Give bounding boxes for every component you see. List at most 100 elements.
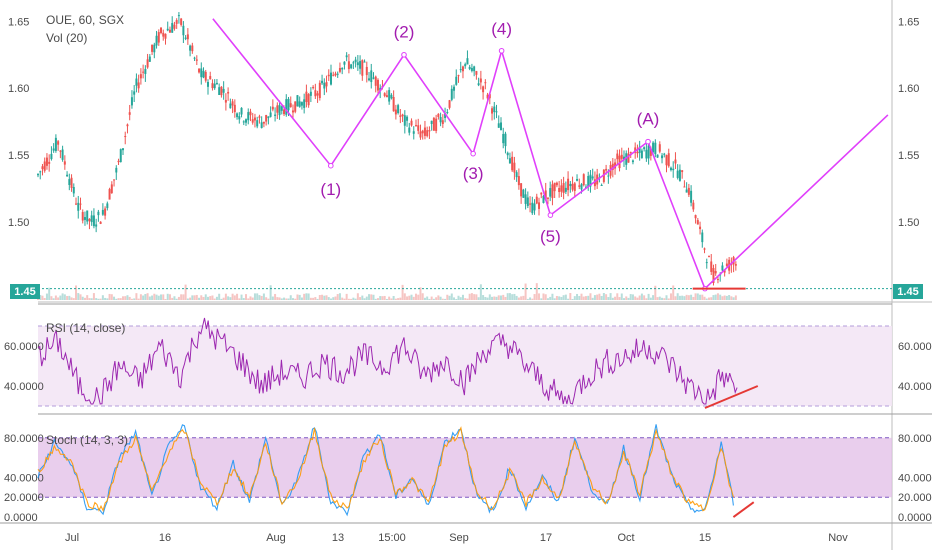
volume-bar <box>294 298 297 300</box>
wave-point[interactable] <box>547 212 554 218</box>
candle-body <box>403 115 406 126</box>
stoch-pane[interactable]: 80.0000 80.0000 40.0000 40.0000 20.0000 20.00… <box>4 424 932 524</box>
wave-point[interactable] <box>645 138 651 145</box>
candle-body <box>444 113 447 118</box>
volume-bar <box>66 296 69 300</box>
volume-bar <box>289 295 292 300</box>
candle-body <box>256 120 259 127</box>
volume-bar <box>470 293 473 300</box>
volume-bar <box>681 295 684 300</box>
volume-bar <box>115 298 118 300</box>
volume-bar <box>477 297 480 300</box>
stoch-title: Stoch (14, 3, 3) <box>46 433 128 447</box>
volume-bar <box>636 297 639 300</box>
time-tick-2: Aug <box>266 532 286 544</box>
volume-bar <box>166 293 169 300</box>
volume-bar <box>430 296 433 300</box>
volume-bar <box>379 296 382 300</box>
candle-body <box>155 35 158 46</box>
candle-body <box>79 203 82 205</box>
volume-bar <box>90 298 93 300</box>
candle-body <box>421 130 424 134</box>
price-plot-area[interactable] <box>38 8 892 302</box>
candle-body <box>627 153 630 163</box>
volume-bar <box>403 293 406 300</box>
candle-body <box>414 125 417 127</box>
volume-bar <box>522 295 525 300</box>
candle-body <box>629 151 632 153</box>
wave-point[interactable] <box>470 150 476 157</box>
candle-body <box>345 55 348 58</box>
volume-bar <box>598 293 601 300</box>
candle-body <box>578 185 581 187</box>
candle-body <box>654 142 657 155</box>
candle-body <box>584 186 587 188</box>
volume-bar <box>327 297 330 300</box>
volume-bar <box>309 297 312 300</box>
volume-bar <box>305 293 308 300</box>
volume-bar <box>218 293 221 300</box>
volume-bar <box>231 293 234 300</box>
candle-body <box>546 197 549 199</box>
candle-body <box>665 155 668 166</box>
volume-bar <box>573 296 576 300</box>
candle-body <box>253 117 256 121</box>
time-tick-0: Jul <box>65 532 79 544</box>
candle-body <box>464 64 467 67</box>
volume-bar <box>654 285 657 300</box>
wave-label-5: (A) <box>637 109 660 128</box>
candle-body <box>631 160 634 163</box>
candle-body <box>361 60 364 76</box>
volume-bar <box>508 293 511 300</box>
candle-body <box>66 174 69 177</box>
candle-body <box>274 114 277 116</box>
volume-bar <box>540 298 543 300</box>
rsi-line[interactable] <box>37 317 738 405</box>
candle-body <box>206 82 209 87</box>
volume-bar <box>672 285 675 300</box>
candle-body <box>482 86 485 93</box>
price-tick-left-0: 1.65 <box>8 16 29 28</box>
volume-bar <box>408 295 411 300</box>
candle-body <box>710 261 713 272</box>
volume-bar <box>432 298 435 300</box>
candle-body <box>356 62 359 66</box>
volume-bar <box>705 298 708 300</box>
volume-bar <box>135 293 138 300</box>
candle-body <box>430 120 433 124</box>
volume-bar <box>529 297 532 300</box>
stoch-trendline[interactable] <box>732 501 755 518</box>
rsi-trendline[interactable] <box>704 385 759 409</box>
wave-point[interactable] <box>328 162 334 169</box>
candle-body <box>81 212 84 221</box>
volume-bar <box>506 293 509 300</box>
volume-bar <box>99 298 102 300</box>
candle-body <box>663 153 666 155</box>
volume-bar <box>61 293 64 300</box>
wave-point[interactable] <box>498 47 505 54</box>
volume-bar <box>665 295 668 300</box>
volume-bar <box>551 293 554 300</box>
candle-body <box>162 32 165 37</box>
volume-bar <box>247 298 250 300</box>
volume-bar <box>607 297 610 300</box>
wave-point[interactable] <box>401 51 407 58</box>
rsi-pane[interactable]: 60.0000 60.0000 40.0000 40.0000 <box>4 303 932 415</box>
volume-bar <box>428 298 431 300</box>
price-pane[interactable]: 1.65 1.65 1.60 1.60 1.55 1.55 1.50 1.50 (1) (2) (3… <box>8 0 932 550</box>
volume-bar <box>562 295 565 300</box>
volume-bar <box>728 295 731 300</box>
volume-bar <box>555 295 558 300</box>
candle-body <box>558 188 561 193</box>
stoch-d-line[interactable] <box>37 426 734 513</box>
time-axis[interactable]: Jul 16 Aug 13 15:00 Sep 17 Oct 15 Nov <box>0 522 932 544</box>
volume-bar <box>549 296 552 300</box>
candle-body <box>479 78 482 83</box>
volume-bar <box>365 296 368 300</box>
candle-body <box>108 189 111 200</box>
volume-bar <box>343 298 346 300</box>
candle-body <box>535 196 538 204</box>
volume-bar <box>719 294 722 300</box>
candle-body <box>227 91 230 94</box>
